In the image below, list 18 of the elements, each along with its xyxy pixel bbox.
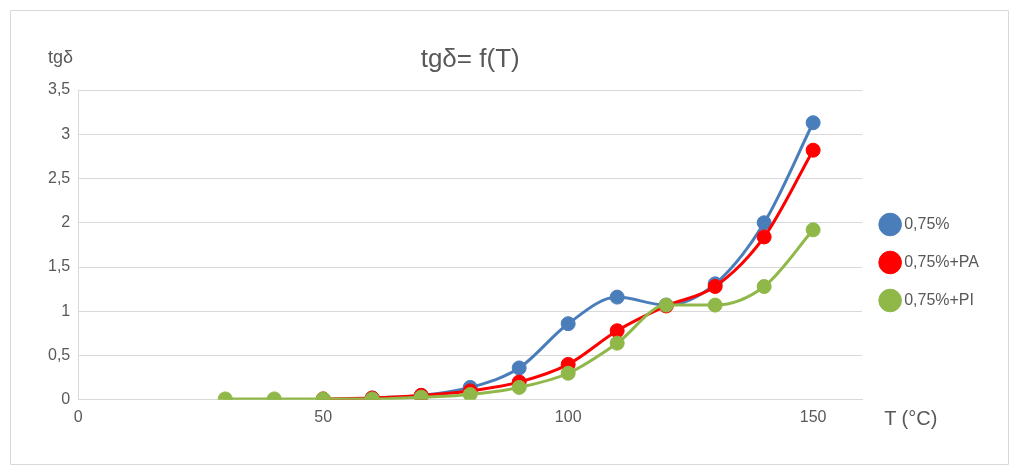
legend-label: 0,75%: [904, 214, 950, 232]
legend-label: 0,75%+PA: [904, 252, 980, 270]
y-tick-label: 0,5: [47, 345, 71, 363]
x-tick-label: 0: [73, 407, 83, 425]
y-tick-label: 0: [61, 390, 71, 408]
y-tick-label: 2: [61, 213, 71, 231]
x-axis-title: T (°C): [884, 407, 938, 430]
legend-label: 0,75%+PI: [904, 290, 974, 308]
y-tick-label: 2,5: [47, 168, 71, 186]
x-tick-label: 50: [314, 407, 333, 425]
y-axis-title: tgδ: [48, 46, 74, 67]
y-tick-label: 3,5: [47, 80, 71, 98]
y-tick-label: 3: [61, 124, 71, 142]
y-tick-label: 1: [61, 301, 71, 319]
y-tick-label: 1,5: [47, 257, 71, 275]
chart-title: tgδ= f(T): [420, 43, 520, 74]
x-tick-label: 100: [554, 407, 582, 425]
x-tick-label: 150: [799, 407, 827, 425]
